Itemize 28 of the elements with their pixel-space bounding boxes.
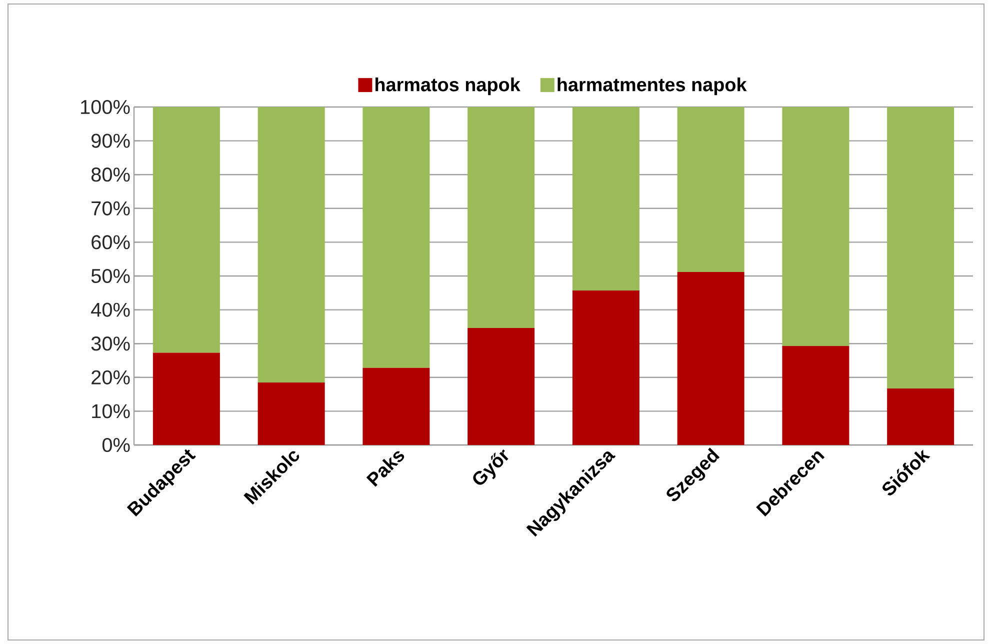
y-tick-label: 100%: [81, 100, 130, 114]
bar: [572, 106, 640, 291]
bar: [152, 106, 220, 353]
bar: [572, 290, 640, 445]
bar: [362, 106, 430, 368]
legend-label: harmatmentes napok: [558, 77, 747, 96]
bar: [677, 272, 744, 445]
bar: [258, 382, 325, 445]
y-tick-label: 90%: [92, 134, 130, 148]
bar: [887, 388, 954, 445]
bar: [782, 346, 850, 445]
y-tick-label: 60%: [92, 235, 130, 250]
bar: [468, 328, 535, 445]
legend-label: harmatos napok: [376, 77, 520, 96]
y-tick-label: 20%: [92, 370, 130, 384]
bar: [362, 368, 430, 445]
bar: [677, 106, 744, 272]
y-tick-label: 80%: [91, 168, 130, 182]
y-tick-label: 50%: [91, 268, 130, 284]
y-tick-label: 40%: [91, 302, 130, 317]
bar: [468, 106, 535, 328]
bar: [152, 352, 220, 445]
bar: [782, 106, 850, 346]
y-tick-label: 70%: [92, 201, 130, 216]
y-tick-label: 10%: [92, 404, 130, 418]
bar: [258, 106, 325, 382]
y-tick-label: 30%: [91, 336, 130, 351]
bar: [887, 106, 954, 389]
